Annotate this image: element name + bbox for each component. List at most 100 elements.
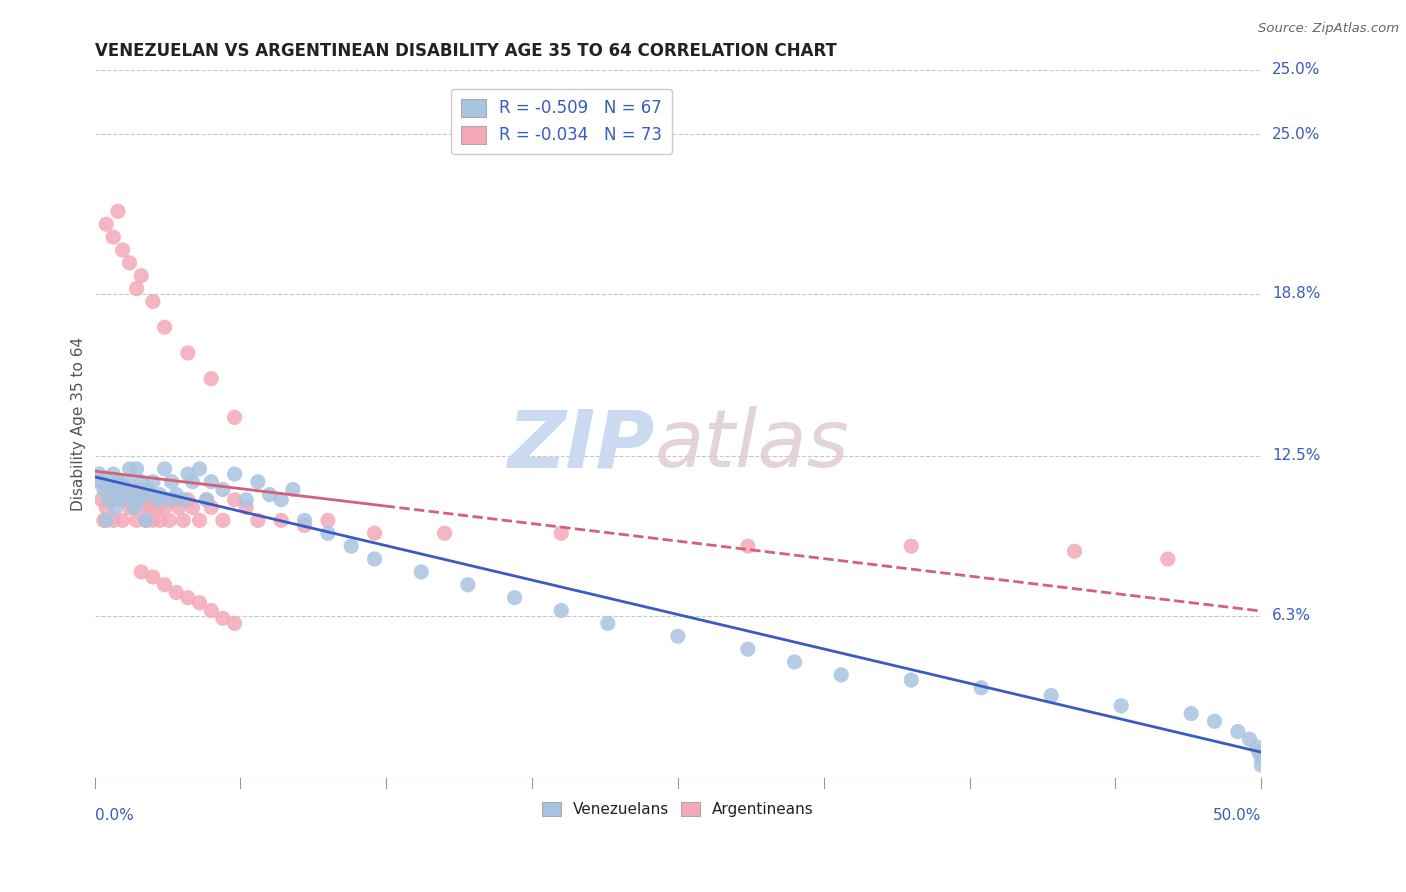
Point [188,596,211,610]
Point [783,655,806,669]
Point [142,570,165,584]
Point [153,462,176,476]
Point [149,488,172,502]
Point [121,488,143,502]
Point [550,603,572,617]
Point [188,462,211,476]
Point [340,539,363,553]
Text: Source: ZipAtlas.com: Source: ZipAtlas.com [1258,22,1399,36]
Point [103,513,125,527]
Point [246,475,269,489]
Point [259,488,281,502]
Point [107,475,129,489]
Text: ZIP: ZIP [508,406,655,484]
Point [1157,552,1180,566]
Point [118,256,141,270]
Point [122,500,145,515]
Point [110,492,132,507]
Point [212,483,235,497]
Point [157,513,180,527]
Point [132,488,155,502]
Point [294,518,316,533]
Point [294,513,316,527]
Point [900,539,922,553]
Point [90,475,112,489]
Point [457,578,479,592]
Point [114,480,136,494]
Point [153,578,176,592]
Point [132,500,155,515]
Point [177,467,200,481]
Point [737,539,759,553]
Point [181,475,204,489]
Point [89,475,111,489]
Point [1250,750,1272,764]
Point [103,467,125,481]
Point [200,475,222,489]
Point [149,513,172,527]
Point [172,492,194,507]
Point [246,513,269,527]
Point [135,513,157,527]
Point [1239,732,1261,747]
Point [363,552,385,566]
Point [142,294,165,309]
Point [200,500,222,515]
Point [142,513,165,527]
Text: 50.0%: 50.0% [1213,808,1261,823]
Point [157,492,180,507]
Point [1250,758,1272,772]
Point [165,585,187,599]
Point [224,467,246,481]
Point [177,346,200,360]
Point [1247,745,1270,759]
Text: VENEZUELAN VS ARGENTINEAN DISABILITY AGE 35 TO 64 CORRELATION CHART: VENEZUELAN VS ARGENTINEAN DISABILITY AGE… [94,42,837,60]
Point [153,320,176,334]
Point [128,492,150,507]
Point [433,526,456,541]
Point [129,475,152,489]
Text: 0.0%: 0.0% [94,808,134,823]
Point [122,492,145,507]
Point [142,475,165,489]
Point [281,483,304,497]
Point [114,483,136,497]
Point [115,492,138,507]
Point [96,217,118,231]
Point [188,513,211,527]
Point [139,500,162,515]
Point [181,500,204,515]
Point [737,642,759,657]
Point [900,673,922,687]
Text: atlas: atlas [655,406,849,484]
Point [100,480,122,494]
Point [153,500,176,515]
Point [104,483,127,497]
Point [316,526,339,541]
Point [104,500,127,515]
Point [111,492,134,507]
Point [172,513,194,527]
Point [195,492,218,507]
Point [129,268,152,283]
Point [150,492,173,507]
Point [224,410,246,425]
Point [1040,689,1063,703]
Point [118,500,141,515]
Point [90,492,112,507]
Point [970,681,993,695]
Point [503,591,526,605]
Point [1204,714,1226,729]
Text: 6.3%: 6.3% [1272,608,1312,624]
Text: 12.5%: 12.5% [1272,449,1320,464]
Point [143,492,166,507]
Point [177,492,200,507]
Point [270,492,292,507]
Point [212,611,235,625]
Point [107,475,129,489]
Point [1180,706,1202,721]
Point [200,372,222,386]
Point [1109,698,1132,713]
Point [125,462,148,476]
Point [97,492,120,507]
